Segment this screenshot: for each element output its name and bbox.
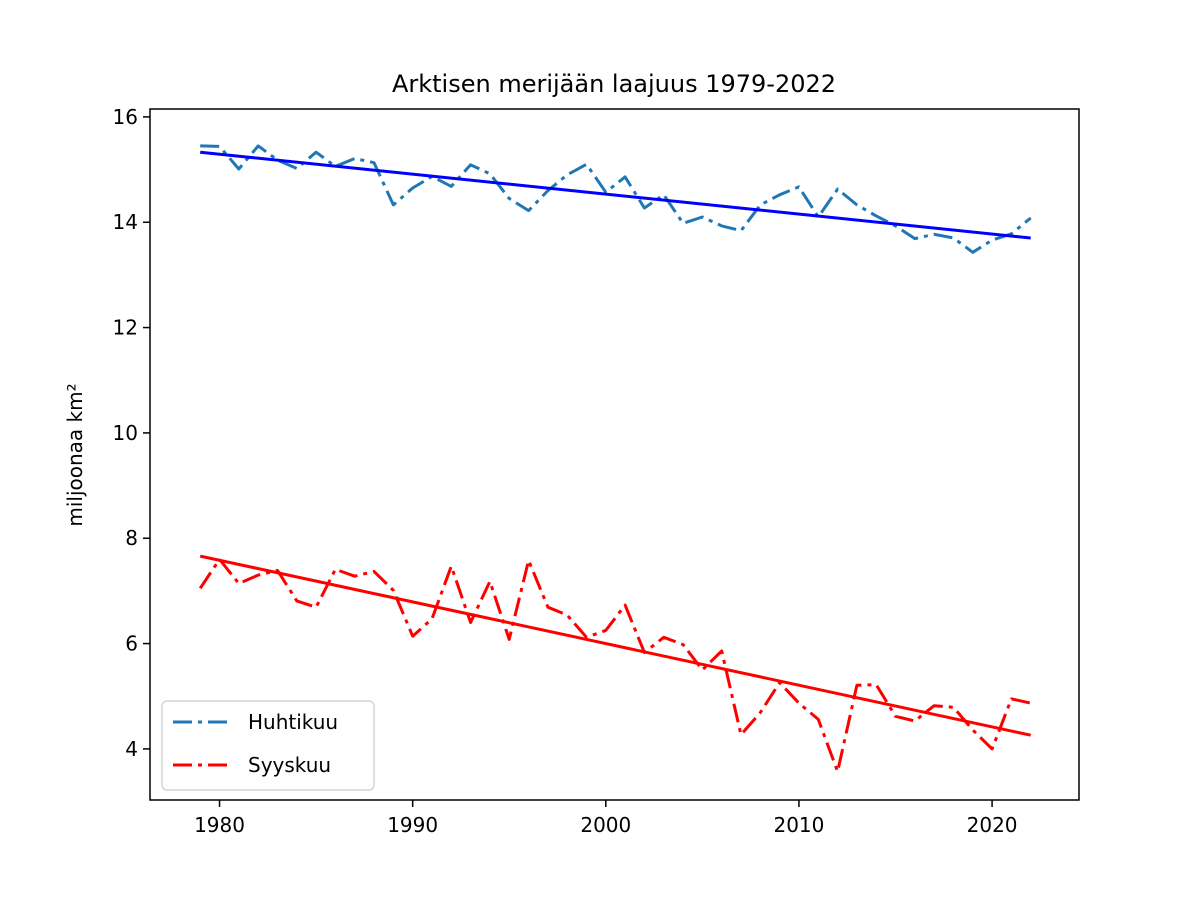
x-tick-label: 2020 [967,813,1018,837]
x-tick-label: 1990 [387,813,438,837]
axes-frame [149,108,1080,801]
y-tick-label: 10 [113,421,138,445]
x-tick-label: 1980 [194,813,245,837]
series-line-huhtikuu [200,144,1032,254]
trend-line-1 [199,554,1032,737]
x-tick-label: 2000 [580,813,631,837]
y-axis-ticks: 4 6 8 10 12 14 16 [113,105,150,761]
y-tick-label: 8 [125,526,138,550]
y-tick-label: 16 [113,105,138,129]
y-tick-label: 12 [113,316,138,340]
y-tick-label: 4 [125,737,138,761]
trend-line-0 [200,150,1031,240]
x-tick-label: 2010 [773,813,824,837]
y-axis-label: miljoonaa km² [63,383,87,526]
legend-label-syyskuu: Syyskuu [248,753,331,777]
y-tick-label: 6 [125,632,138,656]
chart-title: Arktisen merijään laajuus 1979-2022 [392,70,836,98]
x-axis-ticks: 1980 1990 2000 2010 2020 [194,800,1018,837]
legend: Huhtikuu Syyskuu [161,700,375,791]
legend-label-huhtikuu: Huhtikuu [248,710,338,734]
plot-area [198,144,1032,774]
y-tick-label: 14 [113,210,138,234]
